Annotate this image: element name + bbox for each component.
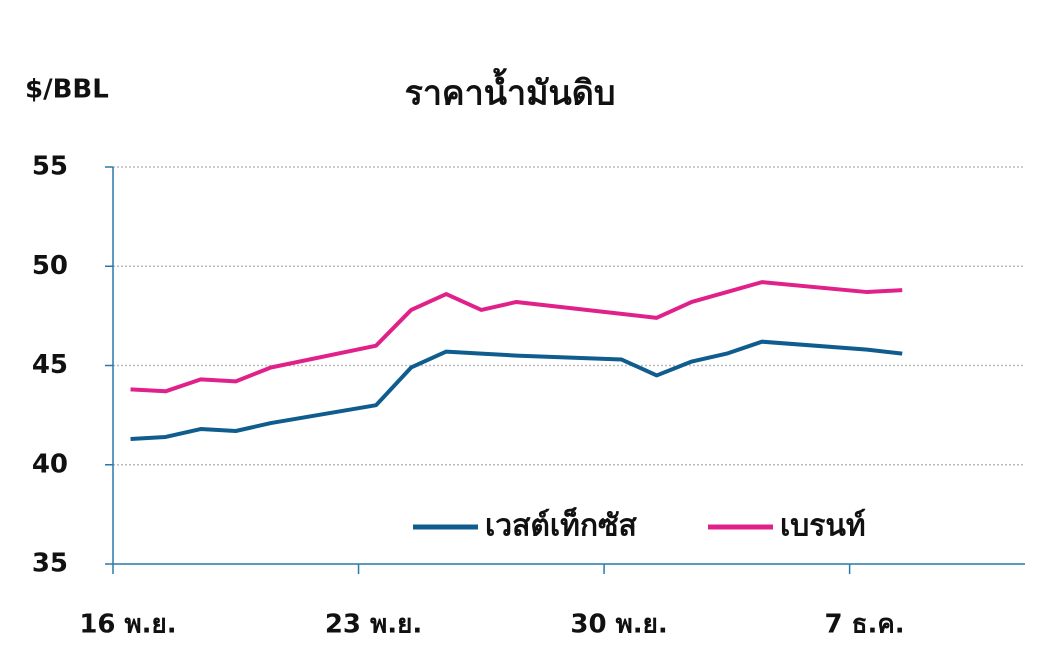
x-tick-label: 16 พ.ย. (79, 610, 176, 640)
legend-label: เวสต์เท็กซัส (485, 507, 637, 544)
y-tick-label: 40 (32, 449, 68, 479)
series-line (130, 339, 903, 441)
x-tick-label: 30 พ.ย. (570, 610, 667, 640)
x-tick-label: 7 ธ.ค. (825, 610, 905, 640)
series-line (130, 280, 903, 394)
y-tick-label: 55 (32, 152, 68, 182)
x-tick-label: 23 พ.ย. (325, 610, 422, 640)
legend-label: เบรนท์ (780, 509, 866, 544)
y-tick-label: 45 (32, 350, 68, 380)
chart-title: ราคาน้ำมันดิบ (405, 68, 616, 114)
y-axis-label: $/BBL (25, 75, 109, 105)
y-tick-label: 35 (32, 549, 68, 579)
y-tick-label: 50 (32, 251, 68, 281)
